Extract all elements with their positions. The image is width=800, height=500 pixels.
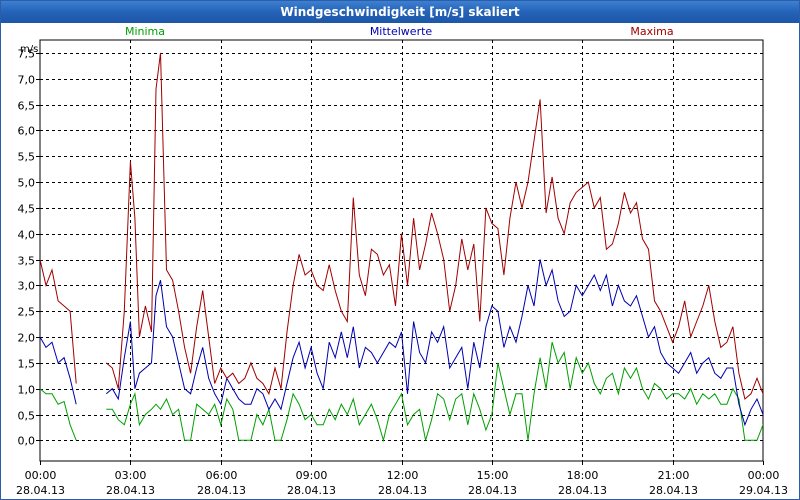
series-line-minima [40, 388, 77, 441]
y-tick-label: 6,0 [18, 125, 36, 138]
x-tick-time-label: 12:00 [387, 469, 419, 482]
y-tick-label: 5,0 [18, 177, 36, 190]
y-tick-label: 0,0 [18, 435, 36, 448]
x-tick-time-label: 18:00 [567, 469, 599, 482]
x-tick-date-label: 28.04.13 [106, 484, 155, 497]
y-tick-label: 3,0 [18, 280, 36, 293]
x-tick-date-label: 28.04.13 [558, 484, 607, 497]
y-tick-label: 1,0 [18, 384, 36, 397]
y-tick-label: 0,5 [18, 410, 36, 423]
x-tick-time-label: 09:00 [296, 469, 328, 482]
x-tick-date-label: 28.04.13 [287, 484, 336, 497]
x-tick-date-label: 28.04.13 [378, 484, 427, 497]
legend-minima: Minima [125, 25, 165, 38]
x-tick-time-label: 21:00 [658, 469, 690, 482]
x-tick-time-label: 03:00 [115, 469, 147, 482]
x-tick-time-label: 06:00 [206, 469, 238, 482]
y-tick-label: 5,5 [18, 151, 36, 164]
x-tick-date-label: 29.04.13 [739, 484, 788, 497]
legend-mittelwerte: Mittelwerte [370, 25, 433, 38]
x-tick-time-label: 15:00 [477, 469, 509, 482]
y-tick-label: 7,0 [18, 74, 36, 87]
series-line-maxima [105, 52, 763, 400]
y-tick-label: 4,0 [18, 229, 36, 242]
y-tick-label: 3,5 [18, 255, 36, 268]
y-tick-label: 6,5 [18, 100, 36, 113]
y-axis-unit-label: m/s [20, 44, 38, 55]
y-tick-label: 1,5 [18, 358, 36, 371]
x-tick-date-label: 28.04.13 [468, 484, 517, 497]
series-line-minima [106, 342, 763, 443]
x-tick-date-label: 28.04.13 [649, 484, 698, 497]
series-line-mittelwerte [105, 259, 763, 427]
x-tick-time-label: 00:00 [748, 469, 780, 482]
plot-area [39, 39, 764, 462]
x-tick-time-label: 00:00 [25, 469, 57, 482]
y-tick-label: 4,5 [18, 203, 36, 216]
y-tick-label: 2,0 [18, 332, 36, 345]
legend-maxima: Maxima [630, 25, 673, 38]
series-line-mittelwerte [40, 336, 77, 405]
series-line-maxima [40, 259, 77, 384]
window-title: Windgeschwindigkeit [m/s] skaliert [1, 1, 799, 23]
x-tick-date-label: 28.04.13 [197, 484, 246, 497]
x-tick-date-label: 28.04.13 [16, 484, 65, 497]
y-tick-label: 2,5 [18, 306, 36, 319]
y-tick-label: 7,5 [18, 48, 36, 61]
